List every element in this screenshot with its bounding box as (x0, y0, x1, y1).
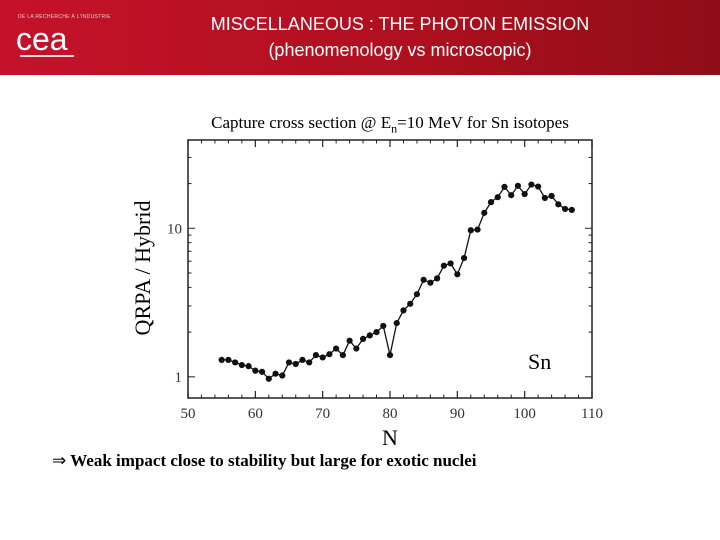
data-point (258, 368, 266, 375)
data-point (481, 209, 488, 216)
org-tagline: DE LA RECHERCHE À L'INDUSTRIE (18, 14, 111, 20)
series-line-sn (221, 183, 572, 380)
data-point (333, 345, 340, 352)
data-point (400, 307, 407, 314)
data-point (514, 182, 522, 189)
conclusion-text: ⇒ Weak impact close to stability but larg… (52, 451, 476, 471)
data-point (366, 332, 373, 339)
data-point (326, 351, 333, 358)
data-point (279, 372, 286, 379)
x-tick-label: 100 (513, 406, 536, 422)
data-point (245, 363, 252, 370)
data-point (238, 361, 245, 369)
data-point (319, 354, 326, 361)
data-point (447, 260, 454, 267)
x-tick-label: 110 (581, 406, 603, 422)
data-point (434, 275, 441, 282)
chart-title-main: Capture cross section @ E (211, 113, 392, 132)
data-point (528, 181, 535, 188)
data-point (393, 319, 400, 327)
data-point (218, 356, 225, 363)
data-point (252, 367, 259, 374)
cea-logo: cea (16, 21, 74, 57)
data-point (359, 335, 367, 342)
data-point (555, 201, 562, 208)
header-banner: DE LA RECHERCHE À L'INDUSTRIE cea MISCEL… (0, 0, 720, 75)
series-points-sn (218, 181, 575, 382)
data-point (561, 205, 569, 213)
x-axis-label: N (382, 425, 398, 450)
data-point (312, 352, 320, 359)
slide-title: MISCELLANEOUS : THE PHOTON EMISSION (210, 14, 590, 34)
data-point (380, 322, 387, 330)
data-point (440, 262, 447, 269)
data-point (407, 300, 414, 307)
data-point (494, 194, 501, 201)
data-point (501, 183, 508, 190)
data-point (535, 183, 542, 190)
x-tick-label: 60 (248, 406, 263, 422)
data-point (427, 279, 434, 286)
data-point (467, 227, 474, 234)
data-point (420, 276, 427, 283)
data-point (460, 254, 468, 262)
data-point (265, 375, 272, 382)
cea-logo-text: cea (16, 21, 68, 57)
data-point (487, 199, 495, 206)
chart-title-sub: n (391, 121, 398, 136)
chart-title: Capture cross section @ En=10 MeV for Sn… (120, 113, 660, 136)
data-point (508, 192, 515, 199)
x-tick-label: 90 (450, 406, 465, 422)
x-tick-label: 80 (383, 406, 398, 422)
data-point (521, 190, 528, 198)
data-point (272, 370, 279, 377)
data-point (454, 271, 461, 278)
data-point (346, 337, 353, 344)
data-point (232, 359, 239, 366)
data-point (306, 359, 313, 366)
data-point (568, 206, 575, 213)
y-axis-label: QRPA / Hybrid (130, 201, 155, 336)
y-tick-label: 10 (167, 221, 182, 237)
x-tick-labels: 50 60 70 80 90 100 110 (181, 406, 603, 422)
data-point (353, 345, 360, 352)
y-tick-label: 1 (175, 370, 183, 386)
chart-title-rest: =10 MeV for Sn isotopes (397, 113, 569, 132)
data-point (386, 352, 394, 359)
data-point (474, 226, 481, 233)
data-point (225, 356, 232, 363)
data-point (299, 356, 306, 363)
x-tick-label: 70 (315, 406, 330, 422)
data-point (548, 192, 555, 200)
axis-ticks (187, 140, 593, 398)
conclusion-label: Weak impact close to stability but large… (70, 451, 477, 470)
slide-subtitle: (phenomenology vs microscopic) (268, 40, 532, 60)
data-point (339, 352, 346, 359)
data-point (541, 194, 548, 202)
data-point (373, 328, 380, 336)
series-annotation: Sn (528, 349, 551, 374)
y-tick-labels: 1 10 (167, 221, 182, 386)
data-point (413, 291, 421, 298)
implies-arrow-icon: ⇒ (52, 451, 67, 470)
data-point (285, 359, 293, 366)
x-tick-label: 50 (181, 406, 196, 422)
data-point (292, 360, 299, 368)
